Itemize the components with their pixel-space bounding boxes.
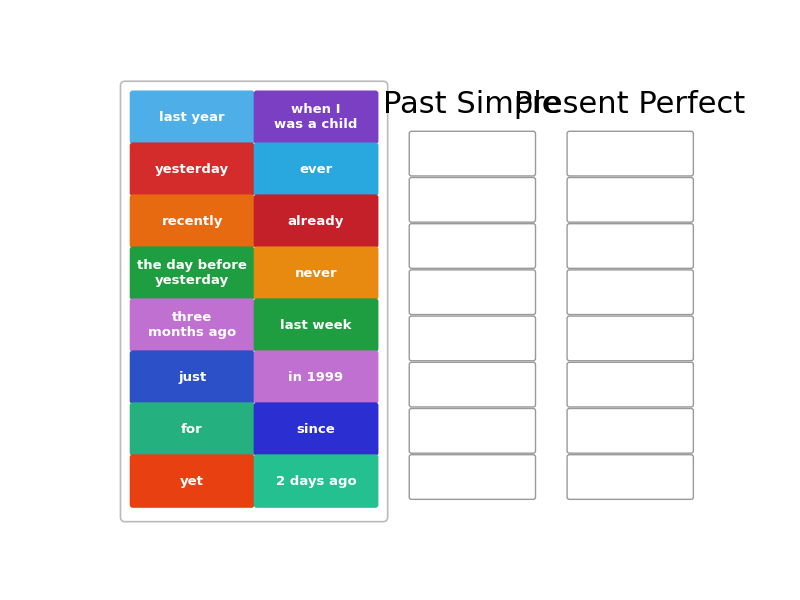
Text: when I
was a child: when I was a child xyxy=(274,103,358,131)
Text: in 1999: in 1999 xyxy=(289,371,344,383)
FancyBboxPatch shape xyxy=(254,403,378,456)
FancyBboxPatch shape xyxy=(567,455,694,499)
FancyBboxPatch shape xyxy=(130,142,254,196)
Text: last year: last year xyxy=(159,111,225,124)
Text: Present Perfect: Present Perfect xyxy=(514,90,745,119)
FancyBboxPatch shape xyxy=(254,454,378,508)
Text: 2 days ago: 2 days ago xyxy=(276,475,357,488)
FancyBboxPatch shape xyxy=(410,131,535,176)
FancyBboxPatch shape xyxy=(410,270,535,314)
FancyBboxPatch shape xyxy=(130,454,254,508)
FancyBboxPatch shape xyxy=(410,178,535,222)
FancyBboxPatch shape xyxy=(121,81,388,521)
FancyBboxPatch shape xyxy=(130,194,254,248)
FancyBboxPatch shape xyxy=(130,403,254,456)
Text: Past Simple: Past Simple xyxy=(383,90,560,119)
FancyBboxPatch shape xyxy=(410,362,535,407)
FancyBboxPatch shape xyxy=(567,362,694,407)
Text: never: never xyxy=(294,266,338,280)
FancyBboxPatch shape xyxy=(567,409,694,453)
FancyBboxPatch shape xyxy=(130,247,254,300)
FancyBboxPatch shape xyxy=(254,142,378,196)
Text: since: since xyxy=(297,422,335,436)
FancyBboxPatch shape xyxy=(410,316,535,361)
Text: just: just xyxy=(178,371,206,383)
Text: the day before
yesterday: the day before yesterday xyxy=(137,259,247,287)
FancyBboxPatch shape xyxy=(130,91,254,144)
FancyBboxPatch shape xyxy=(254,91,378,144)
Text: for: for xyxy=(182,422,203,436)
FancyBboxPatch shape xyxy=(410,409,535,453)
Text: already: already xyxy=(288,215,344,227)
Text: ever: ever xyxy=(299,163,333,176)
FancyBboxPatch shape xyxy=(254,247,378,300)
Text: recently: recently xyxy=(162,215,222,227)
FancyBboxPatch shape xyxy=(410,455,535,499)
FancyBboxPatch shape xyxy=(567,224,694,268)
FancyBboxPatch shape xyxy=(130,350,254,404)
FancyBboxPatch shape xyxy=(567,178,694,222)
Text: three
months ago: three months ago xyxy=(148,311,236,340)
FancyBboxPatch shape xyxy=(410,224,535,268)
FancyBboxPatch shape xyxy=(130,298,254,352)
Text: yet: yet xyxy=(180,475,204,488)
FancyBboxPatch shape xyxy=(567,131,694,176)
FancyBboxPatch shape xyxy=(567,316,694,361)
FancyBboxPatch shape xyxy=(567,270,694,314)
Text: yesterday: yesterday xyxy=(155,163,229,176)
FancyBboxPatch shape xyxy=(254,194,378,248)
Text: last week: last week xyxy=(280,319,352,332)
FancyBboxPatch shape xyxy=(254,350,378,404)
FancyBboxPatch shape xyxy=(254,298,378,352)
